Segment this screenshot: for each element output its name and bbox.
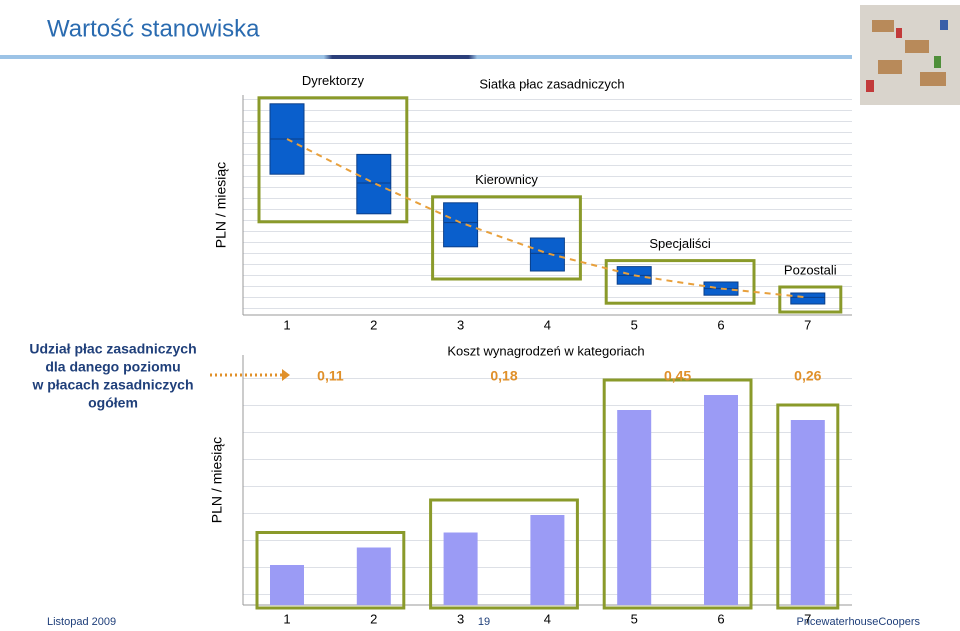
bar (270, 565, 304, 605)
side-note: Udział płac zasadniczych dla danego pozi… (29, 341, 196, 411)
chart-title: Koszt wynagrodzeń w kategoriach (447, 343, 644, 358)
box (356, 153, 392, 215)
group-frame (255, 531, 406, 610)
box (443, 202, 479, 248)
y-axis-label: PLN / miesiąc (209, 437, 225, 523)
x-tick-label: 2 (370, 317, 377, 332)
box (529, 237, 565, 272)
photo (860, 5, 960, 105)
footer-date: Listopad 2009 (47, 616, 116, 628)
group-frame (602, 378, 753, 610)
page-number: 19 (478, 616, 490, 628)
note-arrow-head (282, 369, 290, 381)
x-tick-label: 3 (457, 611, 464, 626)
x-tick-label: 7 (804, 611, 811, 626)
x-tick-label: 3 (457, 317, 464, 332)
x-tick-label: 4 (544, 611, 551, 626)
bar (356, 547, 391, 605)
group-share: 0,11 (317, 368, 344, 384)
x-tick-label: 5 (631, 611, 638, 626)
x-tick-label: 2 (370, 611, 377, 626)
slide-title: Wartość stanowiska (47, 15, 260, 42)
x-tick-label: 4 (544, 317, 551, 332)
group-frame (257, 96, 409, 224)
group-label: Dyrektorzy (302, 73, 365, 88)
group-frame (776, 403, 840, 610)
y-axis-label: PLN / miesiąc (213, 162, 229, 248)
x-tick-label: 1 (283, 317, 290, 332)
plot-area (243, 95, 852, 315)
bar (443, 532, 478, 605)
box (790, 292, 826, 305)
group-label: Specjaliści (649, 236, 711, 251)
bar (704, 395, 738, 605)
group-share: 0,26 (794, 368, 821, 384)
note-line: ogółem (88, 395, 138, 411)
group-frame (431, 195, 582, 281)
median-trend (286, 138, 808, 299)
note-line: w płacach zasadniczych (31, 377, 193, 393)
bar (530, 515, 565, 605)
group-frame (429, 498, 579, 610)
group-share: 0,45 (664, 368, 691, 384)
group-label: Pozostali (784, 262, 837, 277)
x-tick-label: 6 (717, 611, 724, 626)
x-tick-label: 6 (717, 317, 724, 332)
chart-title: Siatka płac zasadniczych (479, 76, 624, 91)
footer-company: PricewaterhouseCoopers (796, 616, 920, 628)
x-tick-label: 1 (283, 611, 290, 626)
group-frame (604, 259, 756, 305)
note-line: dla danego poziomu (45, 359, 180, 375)
bar (617, 410, 652, 605)
title-bar (0, 55, 852, 59)
group-frame (778, 285, 843, 314)
group-share: 0,18 (490, 368, 517, 384)
note-line: Udział płac zasadniczych (29, 341, 196, 357)
x-tick-label: 7 (804, 317, 811, 332)
x-tick-label: 5 (631, 317, 638, 332)
group-label: Kierownicy (475, 172, 538, 187)
bar (790, 420, 825, 605)
